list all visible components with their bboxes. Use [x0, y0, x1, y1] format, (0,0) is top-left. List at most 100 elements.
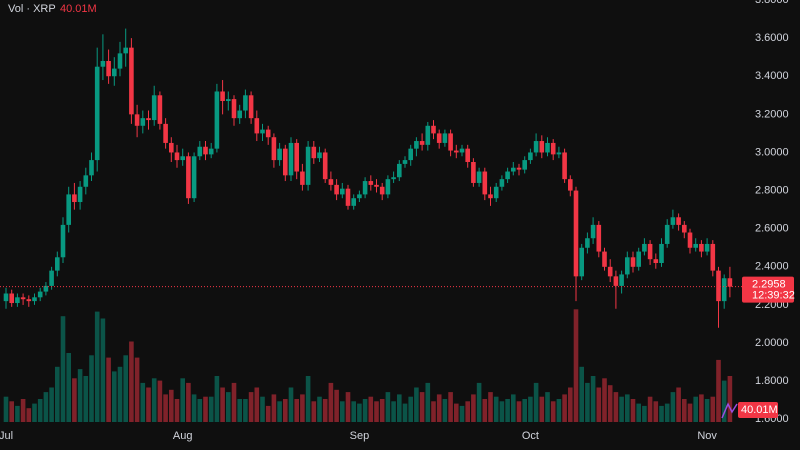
volume-bar: [169, 389, 174, 422]
candle-body: [322, 152, 328, 180]
volume-bar: [721, 380, 727, 422]
candle-body: [454, 150, 459, 153]
volume-bar: [459, 405, 465, 422]
price-pane: [0, 28, 742, 328]
candle-body: [294, 142, 299, 172]
candle-body: [368, 181, 374, 185]
y-tick-label: 3.4000: [755, 70, 789, 82]
candle-body: [89, 160, 94, 176]
y-tick-label: 3.2000: [755, 108, 789, 120]
candle-body: [568, 179, 573, 191]
volume-bar: [659, 405, 664, 422]
candle-body: [397, 163, 402, 178]
y-tick-label: 2.0000: [755, 337, 789, 349]
candle-body: [533, 141, 539, 153]
y-tick-label: 2.4000: [755, 261, 789, 273]
candle-body: [186, 156, 191, 199]
volume-bar: [385, 392, 391, 422]
volume-bar: [283, 399, 288, 422]
volume-bar: [585, 382, 590, 422]
volume-bar: [214, 376, 220, 422]
volume-bar: [254, 387, 260, 422]
volume-bar: [106, 357, 111, 422]
candle-body: [676, 217, 681, 225]
candle-body: [374, 184, 379, 187]
candle-body: [77, 186, 83, 203]
candle-body: [214, 91, 220, 149]
candle-body: [226, 99, 231, 102]
volume-bar: [146, 387, 151, 422]
volume-bar: [277, 401, 282, 422]
volume-bar: [9, 401, 14, 422]
candle-body: [191, 156, 197, 199]
volume-bar: [471, 394, 476, 422]
volume-bar: [533, 382, 539, 422]
candle-body: [43, 285, 49, 292]
volume-bar: [180, 378, 185, 422]
candle-body: [431, 125, 436, 134]
countdown: 12:39:32: [752, 290, 795, 302]
volume-pane: [3, 309, 733, 422]
candle-body: [385, 179, 391, 195]
volume-bar: [305, 376, 311, 422]
volume-bar: [340, 401, 345, 422]
candle-body: [602, 251, 607, 267]
volume-bar: [374, 401, 379, 422]
candle-body: [237, 110, 242, 119]
candle-body: [727, 278, 733, 287]
volume-bar: [642, 405, 647, 422]
volume-bar: [32, 403, 37, 422]
volume-bar: [186, 382, 191, 422]
candle-body: [545, 142, 550, 153]
y-tick-label: 3.6000: [755, 32, 789, 44]
candle-body: [619, 274, 624, 286]
candle-body: [197, 146, 203, 157]
volume-bar: [265, 405, 271, 422]
volume-bar: [556, 399, 562, 422]
volume-bar: [699, 394, 704, 422]
volume-bar: [37, 399, 43, 422]
volume-bar: [3, 396, 9, 422]
volume-bar: [72, 378, 77, 422]
candle-body: [220, 91, 225, 102]
candle-body: [357, 194, 362, 199]
legend-value: 40.01M: [60, 3, 97, 15]
volume-bar: [191, 394, 197, 422]
candle-body: [704, 243, 710, 252]
volume-bar: [345, 392, 351, 422]
volume-bar: [613, 392, 619, 422]
volume-bar: [391, 401, 396, 422]
candle-body: [590, 224, 596, 239]
volume-bar: [545, 392, 550, 422]
volume-bar: [573, 309, 579, 422]
volume-bar: [362, 399, 368, 422]
candle-body: [573, 190, 579, 277]
candle-body: [625, 257, 630, 275]
candle-body: [465, 148, 470, 162]
volume-bar: [602, 378, 607, 422]
candle-body: [277, 148, 282, 161]
volume-bar: [710, 396, 716, 422]
volume-bar: [522, 399, 527, 422]
price-tag: 2.2958: [752, 279, 786, 291]
candle-body: [94, 66, 100, 161]
volume-bar: [368, 396, 374, 422]
candle-body: [642, 243, 647, 252]
candle-body: [37, 291, 43, 298]
volume-bar: [511, 394, 516, 422]
volume-bar: [550, 401, 556, 422]
volume-bar: [288, 387, 294, 422]
candle-body: [459, 148, 465, 153]
volume-bar: [226, 392, 231, 422]
volume-bar: [590, 376, 596, 422]
candle-body: [169, 142, 174, 153]
candle-body: [151, 95, 157, 121]
volume-bar: [379, 399, 385, 422]
candle-body: [180, 156, 185, 161]
candle-body: [607, 266, 613, 277]
candle-body: [334, 184, 339, 195]
volume-bar: [670, 392, 676, 422]
volume-bar: [174, 399, 180, 422]
volume-bar: [260, 396, 265, 422]
